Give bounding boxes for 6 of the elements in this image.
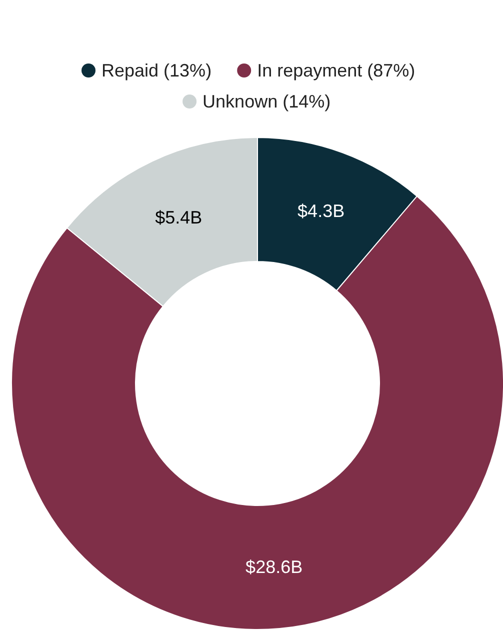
- legend-label: Unknown (14%): [202, 92, 331, 112]
- legend-label: Repaid (13%): [102, 60, 212, 80]
- legend-label: In repayment (87%): [257, 60, 416, 80]
- data-label: $5.4B: [155, 207, 202, 228]
- data-label: $28.6B: [246, 556, 303, 577]
- data-label: $4.3B: [298, 200, 345, 221]
